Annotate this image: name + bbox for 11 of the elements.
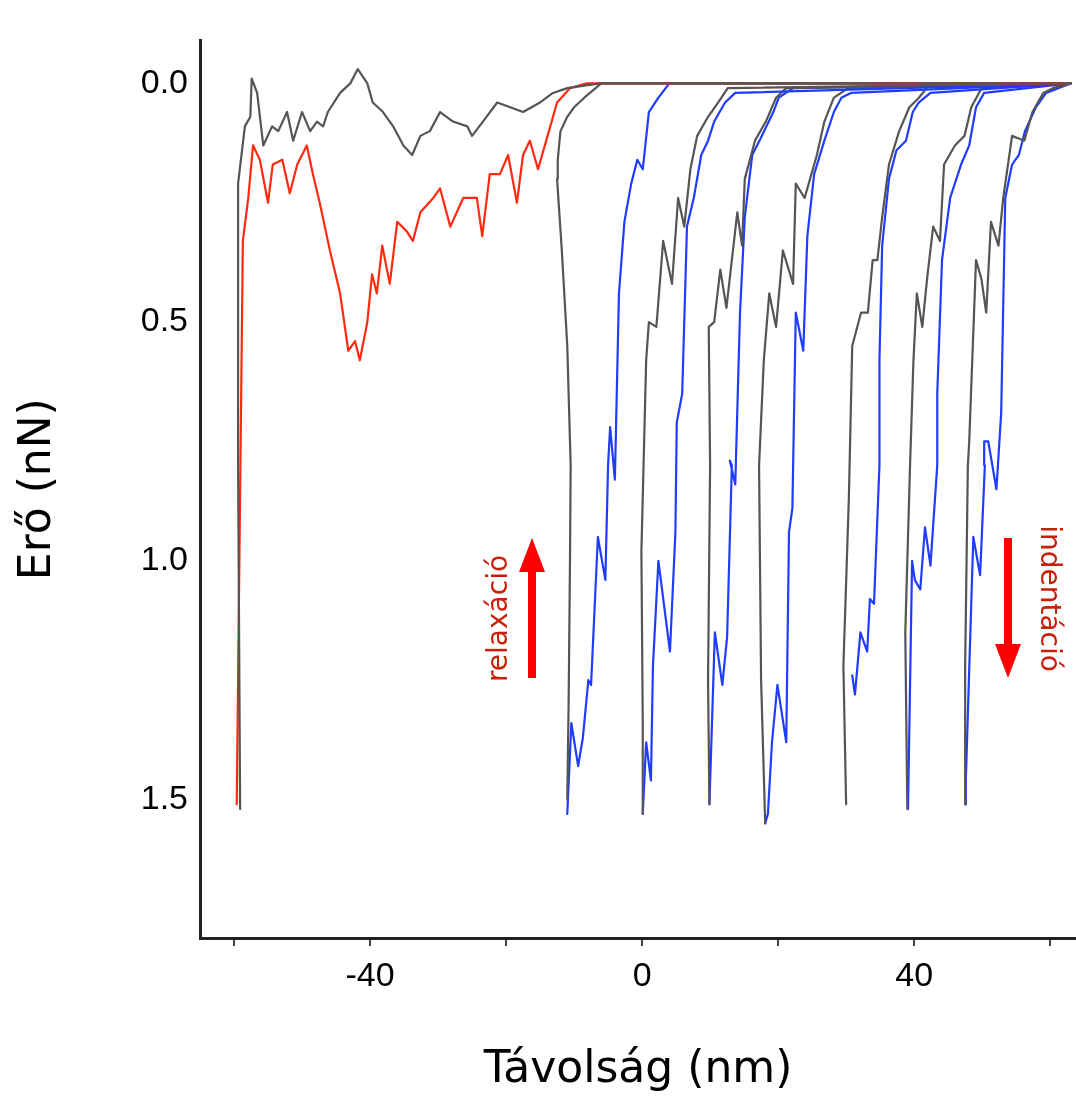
x-axis-title: Távolság (nm) xyxy=(482,1041,793,1093)
y-tick-label: 1.5 xyxy=(140,777,188,816)
y-tick-label: 0.0 xyxy=(140,61,188,100)
x-tick-label: 0 xyxy=(632,954,652,993)
x-tick-label: -40 xyxy=(345,954,395,993)
y-axis-title: Erő (nN) xyxy=(8,398,60,581)
y-tick-label: 1.0 xyxy=(140,539,188,578)
annotation: indentáció xyxy=(1033,524,1067,672)
x-tick-label: 40 xyxy=(895,954,934,993)
y-tick-label: 0.5 xyxy=(140,300,188,339)
annotation: relaxáció xyxy=(481,554,515,682)
